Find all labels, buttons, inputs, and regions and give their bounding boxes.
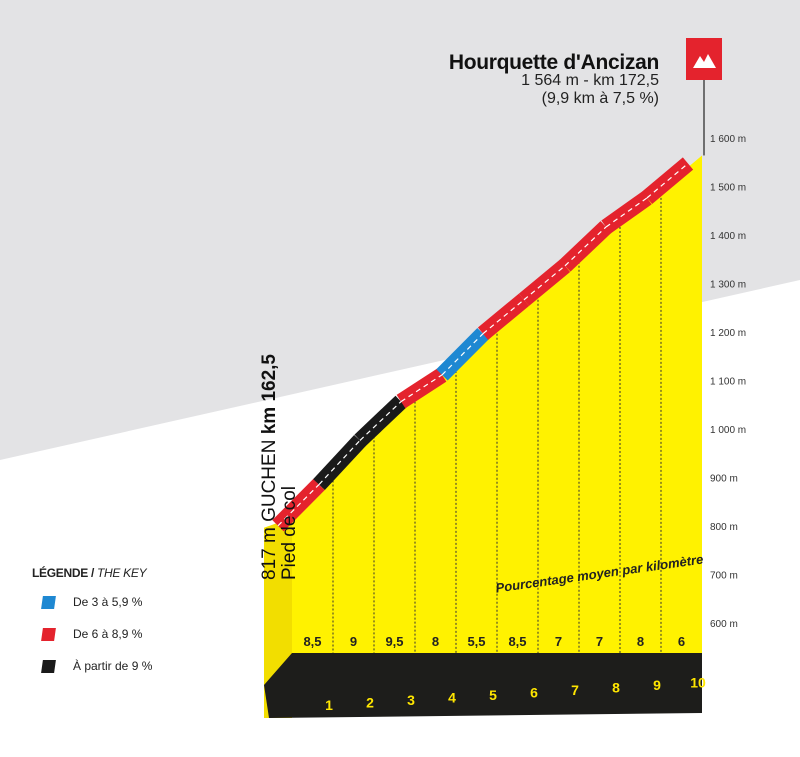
road-dash xyxy=(441,333,484,376)
km-label: 7 xyxy=(571,682,579,698)
y-tick-label: 1 200 m xyxy=(710,328,746,339)
segment-percent-label: 7 xyxy=(596,634,603,649)
km-label: 9 xyxy=(653,677,661,693)
road-dash xyxy=(359,401,402,441)
km-label: 3 xyxy=(407,692,415,708)
summit-info: Hourquette d'Ancizan 1 564 m - km 172,5 … xyxy=(448,51,659,108)
segment-percent-label: 5,5 xyxy=(467,634,485,649)
km-label: 4 xyxy=(448,690,456,706)
y-axis: 600 m 700 m 800 m 900 m 1 000 m 1 100 m 1 200 … xyxy=(710,134,746,630)
y-tick-label: 1 600 m xyxy=(710,134,746,145)
legend-item: De 6 à 8,9 % xyxy=(32,626,152,642)
start-info: 817 m GUCHEN km 162,5 Pied de col xyxy=(259,354,300,580)
y-tick-label: 1 300 m xyxy=(710,280,746,291)
legend-label: À partir de 9 % xyxy=(73,659,153,673)
km-label: 2 xyxy=(366,695,374,711)
road-segment xyxy=(641,157,694,205)
start-km: km 162,5 xyxy=(259,354,280,435)
road-dash xyxy=(400,374,443,403)
y-tick-label: 600 m xyxy=(710,619,738,630)
legend-title: LÉGENDE / THE KEY xyxy=(32,566,147,580)
segment-percent-label: 7 xyxy=(555,634,562,649)
road-segment xyxy=(601,191,652,234)
start-sub: Pied de col xyxy=(279,485,300,580)
legend-swatch-blue xyxy=(41,595,56,609)
summit-flag xyxy=(686,38,722,80)
summit-elevation-km: 1 564 m - km 172,5 xyxy=(521,72,659,89)
legend-swatch-black xyxy=(41,659,56,673)
km-labels: 1 2 3 4 5 6 7 8 9 10 xyxy=(325,675,706,714)
segment-percent-label: 9,5 xyxy=(385,634,403,649)
y-tick-label: 1 000 m xyxy=(710,425,746,436)
legend-swatch-red xyxy=(41,627,56,641)
km-label: 1 xyxy=(325,697,333,713)
km-label: 5 xyxy=(489,687,497,703)
y-tick-label: 700 m xyxy=(710,571,738,582)
profile-area xyxy=(264,80,705,718)
segment-percent-label: 8 xyxy=(637,634,644,649)
y-tick-label: 900 m xyxy=(710,474,738,485)
summit-climb-stats: (9,9 km à 7,5 %) xyxy=(541,90,659,107)
segment-percent-label: 6 xyxy=(678,634,685,649)
road-dash xyxy=(318,439,361,485)
profile-fill xyxy=(292,155,702,653)
y-tick-label: 1 400 m xyxy=(710,231,746,242)
km-label: 8 xyxy=(612,680,620,696)
segment-percent-label: 8,5 xyxy=(508,634,526,649)
legend-item: À partir de 9 % xyxy=(32,658,152,674)
road-segment xyxy=(477,293,530,340)
road-segments xyxy=(272,157,694,532)
profile-base xyxy=(264,653,702,718)
percent-labels: 8,5 9 9,5 8 5,5 8,5 7 7 8 6 xyxy=(303,634,685,649)
road-segment xyxy=(518,259,571,306)
legend-label: De 6 à 8,9 % xyxy=(73,627,143,641)
km-label: 6 xyxy=(530,685,538,701)
flag-body xyxy=(686,38,722,80)
legend-item: De 3 à 5,9 % xyxy=(32,594,152,610)
legend-title-fr: LÉGENDE xyxy=(32,566,88,580)
segment-percent-label: 9 xyxy=(350,634,357,649)
mountain-icon xyxy=(693,54,716,68)
km-label: 10 xyxy=(690,675,706,691)
start-location: 817 m GUCHEN xyxy=(259,434,280,580)
start-label: 817 m GUCHEN km 162,5 xyxy=(259,354,280,580)
y-tick-label: 1 100 m xyxy=(710,377,746,388)
y-tick-label: 1 500 m xyxy=(710,183,746,194)
y-tick-label: 800 m xyxy=(710,522,738,533)
road-dash xyxy=(564,226,607,267)
legend-title-en: THE KEY xyxy=(97,566,147,580)
road-dash xyxy=(277,484,320,527)
legend: LÉGENDE / THE KEY De 3 à 5,9 % De 6 à 8,… xyxy=(32,566,152,690)
segment-percent-label: 8 xyxy=(432,634,439,649)
legend-label: De 3 à 5,9 % xyxy=(73,595,143,609)
segment-percent-label: 8,5 xyxy=(303,634,321,649)
summit-name: Hourquette d'Ancizan xyxy=(448,51,659,74)
